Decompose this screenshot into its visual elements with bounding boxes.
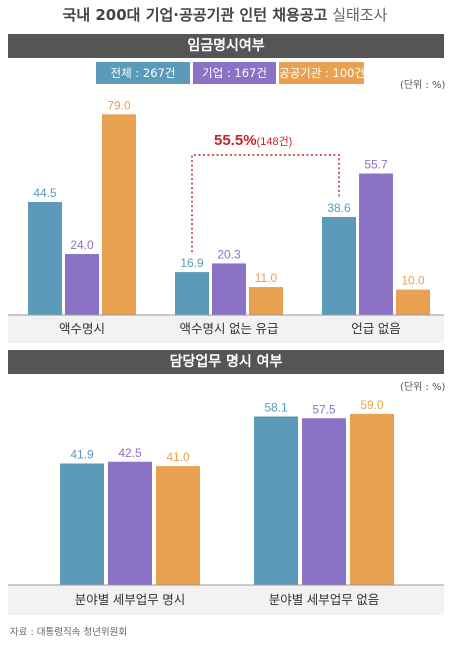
bar-c0-g2-s0 <box>322 216 356 315</box>
category-label-c0-g2: 언급 없음 <box>351 322 400 336</box>
annotation-value: 55.5% <box>214 132 257 149</box>
value-label-c0-g1-s0: 16.9 <box>180 256 204 270</box>
value-label-c1-g0-s1: 42.5 <box>118 446 142 460</box>
annotation-text: 55.5%(148건) <box>214 132 292 149</box>
legend-overall-label: 전체 : 267건 <box>110 66 176 80</box>
value-label-c0-g2-s1: 55.7 <box>364 158 388 172</box>
value-label-c0-g0-s0: 44.5 <box>33 186 57 200</box>
legend-company-label: 기업 : 167건 <box>202 66 267 80</box>
value-label-c0-g2-s0: 38.6 <box>327 201 351 215</box>
value-label-c0-g0-s1: 24.0 <box>70 238 94 252</box>
unit-label-bottom: (단위 : %) <box>400 382 446 393</box>
category-label-c0-g1: 액수명시 없는 유급 <box>180 322 279 336</box>
title-main: 국내 200대 기업·공공기관 인턴 채용공고 <box>62 6 328 24</box>
bar-c0-g1-s0 <box>175 272 209 315</box>
legend-overall: 전체 : 267건 <box>96 62 190 84</box>
unit-label-top: (단위 : %) <box>400 80 446 91</box>
bar-c1-g1-s0 <box>254 416 298 585</box>
bar-c0-g1-s1 <box>212 263 246 315</box>
bar-c0-g0-s0 <box>28 201 62 315</box>
title-suffix: 실태조사 <box>332 6 388 24</box>
bar-c1-g0-s1 <box>108 461 152 585</box>
value-label-c1-g0-s2: 41.0 <box>166 450 190 464</box>
value-label-c0-g1-s2: 11.0 <box>255 271 278 285</box>
value-label-c1-g1-s0: 58.1 <box>264 401 288 415</box>
category-strip-wage <box>8 315 444 343</box>
category-label-c1-g1: 분야별 세부업무 없음 <box>269 593 379 607</box>
category-strip-duty <box>8 585 444 615</box>
value-label-c0-g2-s2: 10.0 <box>401 274 425 288</box>
bar-c0-g2-s2 <box>396 289 430 315</box>
annotation-bracket <box>191 154 340 253</box>
bar-c1-g1-s2 <box>350 413 394 585</box>
annotation-detail: (148건) <box>257 135 293 148</box>
category-label-c0-g0: 액수명시 <box>59 322 105 336</box>
source-note: 자료 : 대통령직속 청년위원회 <box>10 627 128 638</box>
bar-c0-g1-s2 <box>249 287 283 315</box>
value-label-c1-g1-s1: 57.5 <box>312 402 336 416</box>
bar-c1-g0-s2 <box>156 466 200 585</box>
value-label-c0-g1-s1: 20.3 <box>217 247 241 261</box>
category-label-c1-g0: 분야별 세부업무 명시 <box>75 593 185 607</box>
section-header-wage: 임금명시여부 <box>8 34 444 58</box>
value-label-c1-g0-s0: 41.9 <box>70 447 94 461</box>
bar-c0-g0-s1 <box>65 254 99 315</box>
bar-c1-g0-s0 <box>60 463 104 585</box>
section-header-duty: 담당업무 명시 여부 <box>8 350 444 374</box>
page-title: 국내 200대 기업·공공기관 인턴 채용공고 실태조사 <box>0 0 450 30</box>
value-label-c0-g0-s2: 79.0 <box>107 98 131 112</box>
bar-c0-g2-s1 <box>359 173 393 315</box>
legend-public-label: 공공기관 : 100건 <box>279 66 366 80</box>
legend-company: 기업 : 167건 <box>193 62 276 84</box>
bar-c1-g1-s1 <box>302 418 346 585</box>
legend-public: 공공기관 : 100건 <box>279 62 366 84</box>
bar-c0-g0-s2 <box>102 114 136 315</box>
value-label-c1-g1-s2: 59.0 <box>360 398 384 412</box>
